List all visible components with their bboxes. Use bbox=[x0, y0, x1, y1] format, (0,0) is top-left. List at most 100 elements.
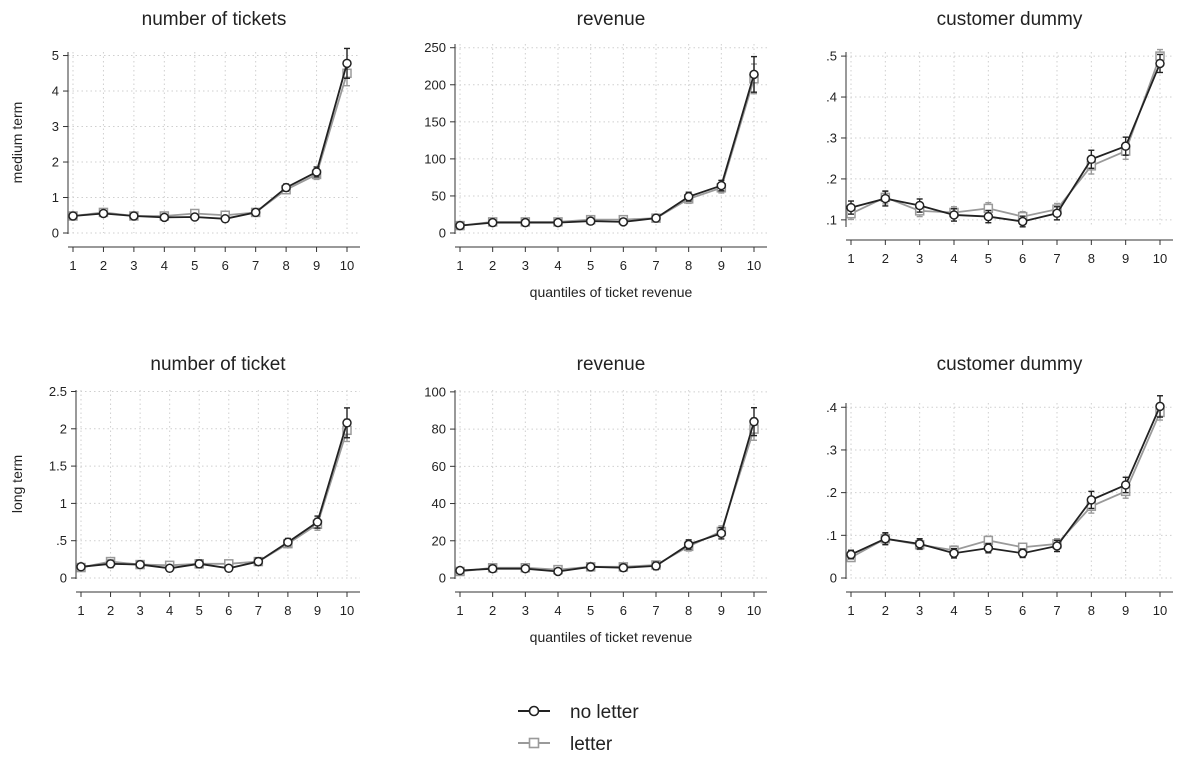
legend-label-no-letter: no letter bbox=[570, 702, 639, 723]
y-tick-label: 0 bbox=[439, 226, 446, 241]
point-no-letter bbox=[190, 212, 200, 222]
point-no-letter bbox=[194, 559, 204, 569]
point-no-letter bbox=[585, 562, 596, 572]
x-tick-label: 9 bbox=[1122, 603, 1129, 618]
legend-marker-letter bbox=[528, 737, 540, 749]
point-no-letter bbox=[1120, 480, 1131, 490]
x-tick-label: 8 bbox=[284, 603, 291, 618]
x-tick-label: 4 bbox=[161, 258, 168, 273]
x-tick-label: 7 bbox=[1053, 251, 1060, 266]
panel-title: revenue bbox=[577, 354, 646, 375]
x-tick-label: 8 bbox=[1088, 251, 1095, 266]
y-tick-label: 4 bbox=[52, 84, 59, 99]
x-tick-label: 9 bbox=[313, 258, 320, 273]
point-no-letter bbox=[846, 549, 856, 560]
y-tick-label: 100 bbox=[424, 384, 446, 399]
x-tick-label: 3 bbox=[522, 603, 529, 618]
series-line-no-letter bbox=[80, 422, 348, 570]
x-tick-label: 3 bbox=[916, 251, 923, 266]
y-tick-label: 0 bbox=[52, 226, 59, 241]
point-no-letter bbox=[76, 562, 86, 572]
legend-marker-no-letter bbox=[528, 705, 540, 717]
x-tick-label: 1 bbox=[69, 258, 76, 273]
y-tick-label: .3 bbox=[826, 130, 837, 145]
point-no-letter bbox=[129, 211, 139, 221]
x-tick-label: 1 bbox=[847, 251, 854, 266]
point-no-letter bbox=[880, 533, 891, 544]
x-tick-label: 1 bbox=[456, 258, 463, 273]
point-no-letter bbox=[224, 563, 234, 574]
panel-title: customer dummy bbox=[937, 354, 1083, 375]
panel-4: number of ticket 0 .5 1 1.5 2 2.5 1 2 3 4 5 6 7 8 9 10 lo… bbox=[9, 354, 360, 618]
y-tick-label: .4 bbox=[826, 400, 837, 415]
x-tick-label: 6 bbox=[222, 258, 229, 273]
y-tick-label: .2 bbox=[826, 485, 837, 500]
panel-6: customer dummy 0 .1 .2 .3 .4 1 2 3 4 5 6 7 8 9 10 bbox=[826, 354, 1173, 618]
point-no-letter bbox=[135, 559, 145, 570]
x-tick-label: 10 bbox=[340, 258, 354, 273]
point-no-letter bbox=[651, 561, 661, 571]
x-tick-label: 3 bbox=[136, 603, 143, 618]
x-tick-label: 6 bbox=[620, 258, 627, 273]
point-no-letter bbox=[651, 213, 661, 223]
point-no-letter bbox=[1052, 208, 1062, 219]
x-tick-label: 4 bbox=[554, 603, 561, 618]
point-no-letter bbox=[914, 539, 925, 549]
y-tick-label: .2 bbox=[826, 171, 837, 186]
point-no-letter bbox=[1017, 216, 1028, 227]
point-no-letter bbox=[749, 69, 759, 80]
legend-label-letter: letter bbox=[570, 734, 613, 755]
x-tick-label: 10 bbox=[747, 258, 761, 273]
point-no-letter bbox=[983, 543, 994, 553]
point-no-letter bbox=[618, 563, 629, 573]
x-tick-label: 5 bbox=[985, 251, 992, 266]
x-tick-label: 10 bbox=[340, 603, 354, 618]
point-no-letter bbox=[342, 418, 352, 428]
point-no-letter bbox=[311, 167, 322, 177]
x-tick-label: 5 bbox=[587, 603, 594, 618]
x-tick-label: 7 bbox=[652, 603, 659, 618]
panel-3: customer dummy .1 .2 .3 .4 .5 1 2 3 4 5 6 7 8 9 10 bbox=[826, 9, 1173, 266]
point-no-letter bbox=[250, 207, 261, 218]
point-no-letter bbox=[880, 193, 891, 204]
x-tick-label: 8 bbox=[685, 258, 692, 273]
x-tick-label: 4 bbox=[950, 251, 957, 266]
x-tick-label: 2 bbox=[489, 603, 496, 618]
point-no-letter bbox=[949, 210, 959, 220]
y-tick-label: 150 bbox=[424, 114, 446, 129]
x-tick-label: 1 bbox=[847, 603, 854, 618]
y-tick-label: 2 bbox=[60, 421, 67, 436]
x-tick-label: 3 bbox=[522, 258, 529, 273]
x-tick-label: 10 bbox=[1153, 251, 1167, 266]
x-tick-label: 2 bbox=[100, 258, 107, 273]
x-tick-label: 9 bbox=[1122, 251, 1129, 266]
point-no-letter bbox=[749, 416, 759, 427]
point-no-letter bbox=[220, 214, 230, 224]
x-tick-label: 8 bbox=[282, 258, 289, 273]
x-tick-label: 1 bbox=[456, 603, 463, 618]
x-tick-label: 3 bbox=[130, 258, 137, 273]
point-no-letter bbox=[455, 220, 465, 231]
x-axis-label: quantiles of ticket revenue bbox=[530, 284, 693, 300]
point-no-letter bbox=[105, 559, 116, 569]
x-tick-label: 4 bbox=[166, 603, 173, 618]
series-line-no-letter bbox=[850, 406, 1161, 556]
point-no-letter bbox=[683, 539, 694, 550]
point-no-letter bbox=[455, 565, 465, 576]
point-no-letter bbox=[846, 202, 856, 213]
series-line-letter bbox=[80, 430, 348, 569]
y-tick-label: 3 bbox=[52, 119, 59, 134]
point-no-letter bbox=[1155, 401, 1165, 412]
point-no-letter bbox=[520, 563, 531, 574]
point-no-letter bbox=[716, 528, 727, 539]
y-tick-label: .3 bbox=[826, 442, 837, 457]
panel-title: number of tickets bbox=[142, 9, 287, 30]
y-tick-label: 20 bbox=[432, 533, 446, 548]
point-no-letter bbox=[716, 180, 727, 191]
point-no-letter bbox=[68, 211, 78, 221]
y-tick-label: 50 bbox=[432, 188, 446, 203]
y-tick-label: 0 bbox=[830, 571, 837, 586]
panel-title: number of ticket bbox=[150, 354, 286, 375]
series-line-letter bbox=[72, 73, 348, 217]
